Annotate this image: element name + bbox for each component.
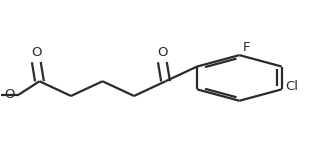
Text: Cl: Cl [285, 80, 298, 93]
Text: F: F [243, 41, 250, 54]
Text: O: O [5, 88, 15, 101]
Text: O: O [157, 46, 168, 59]
Text: O: O [31, 46, 42, 59]
